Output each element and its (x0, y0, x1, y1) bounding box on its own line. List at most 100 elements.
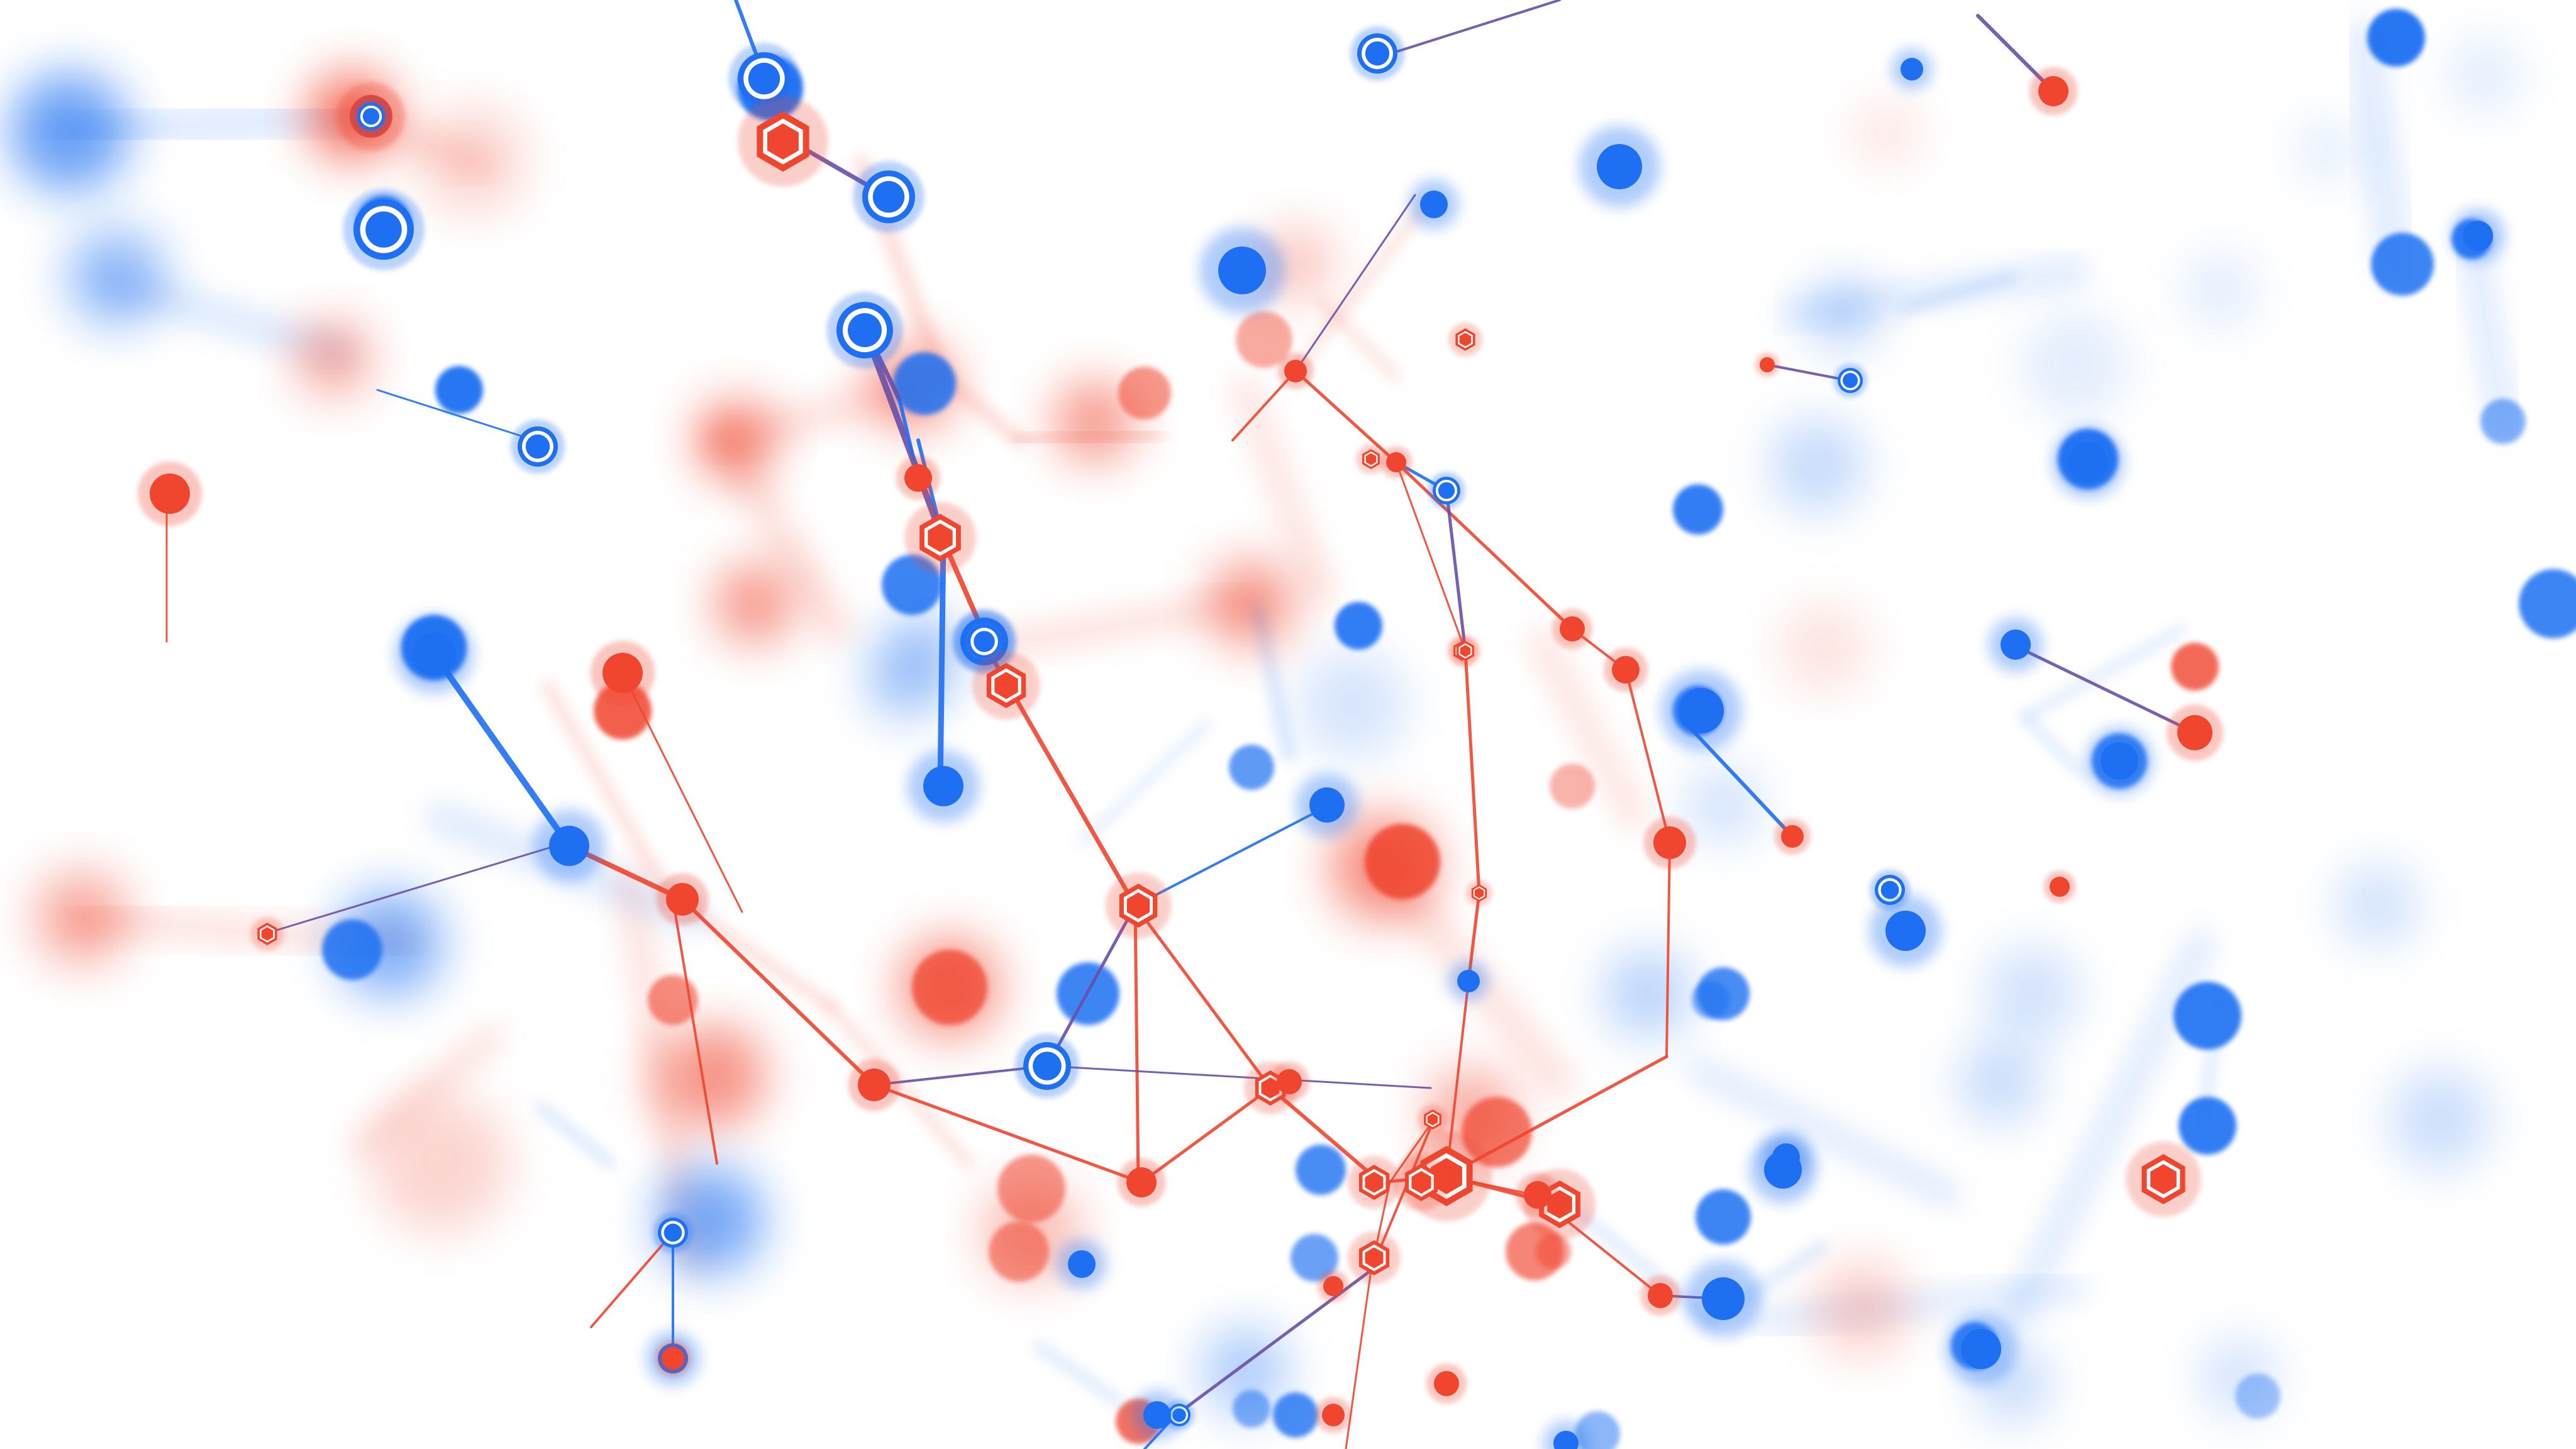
blurred-node (2390, 1069, 2490, 1170)
dot-core (1386, 452, 1406, 472)
red-hexagon-node (1448, 323, 1482, 357)
blurred-node (1808, 280, 1877, 349)
blurred-bond (1526, 627, 1650, 832)
midground-node (997, 1155, 1065, 1223)
red-dot-node (1315, 1397, 1352, 1433)
midground-node (1291, 1234, 1338, 1282)
red-dot-node (590, 640, 655, 706)
dot-core (662, 1347, 684, 1370)
blue-dot-node (1543, 1421, 1589, 1449)
dot-core (1760, 357, 1775, 372)
midground-node (1692, 981, 1729, 1019)
red-dot-node (1755, 352, 1780, 377)
red-dot-node (2167, 704, 2223, 761)
blurred-node (9, 72, 129, 192)
soft-bond (2021, 625, 2186, 721)
dot-core (1648, 1283, 1673, 1308)
dot-core (2177, 715, 2212, 750)
blurred-node (418, 107, 525, 214)
midground-node (1335, 602, 1382, 650)
midground-node (1118, 367, 1171, 419)
blurred-node (1208, 560, 1296, 648)
dot-core (1068, 1250, 1096, 1278)
hexagon-inner-ring (763, 118, 803, 165)
midground-node (912, 950, 987, 1025)
midground-node (1233, 1390, 1270, 1428)
red-dot-node (2029, 67, 2078, 116)
hexagon-inner-ring (1473, 886, 1485, 900)
midground-node (1550, 763, 1595, 809)
soft-bond (936, 370, 1026, 447)
blurred-node (35, 871, 129, 965)
red-dot-node (1277, 353, 1314, 389)
blue-dot-node (1132, 1390, 1182, 1440)
dot-core (1885, 911, 1926, 951)
dot-core (1309, 787, 1345, 823)
blurred-node (1984, 947, 2079, 1041)
hexagon-inner-ring (1458, 643, 1472, 659)
soft-bond (1033, 1341, 1124, 1407)
red-hexagon-node (2126, 1141, 2201, 1217)
dot-core (1457, 970, 1480, 992)
blurred-node (2446, 38, 2522, 113)
ring-core (1880, 880, 1899, 899)
bond-edge (590, 1231, 674, 1328)
blue-dot-node (1199, 227, 1285, 314)
red-dot-node (1552, 609, 1592, 649)
bond-edge (1046, 1065, 1432, 1089)
midground-node (322, 919, 382, 980)
soft-bond (1079, 720, 1211, 846)
bond-edge (1624, 669, 1671, 844)
soft-bond (1901, 272, 2017, 313)
dot-core (1597, 144, 1642, 189)
midground-node (989, 1221, 1049, 1282)
dot-core (549, 826, 589, 866)
red-dot-node (655, 1340, 691, 1377)
bond-edge (872, 1083, 1143, 1184)
dot-core (1901, 58, 1923, 80)
hexagon-inner-ring (1123, 889, 1153, 923)
blue-dot-node (1684, 1260, 1762, 1338)
midground-node (1365, 824, 1440, 899)
red-dot-node (896, 455, 941, 501)
ring-core (848, 313, 882, 347)
red-hexagon-node (1348, 1156, 1401, 1209)
blurred-node (1959, 1041, 2041, 1123)
blue-dot-node (1409, 179, 1459, 230)
blue-dot-node (1579, 126, 1660, 208)
midground-node (648, 975, 698, 1025)
bond-edge (1445, 489, 1467, 653)
blue-dot-node (1295, 773, 1359, 837)
midground-node (1673, 484, 1723, 535)
blurred-node (66, 226, 167, 327)
red-hexagon-node (1418, 1104, 1448, 1135)
blurred-node (714, 563, 796, 645)
dot-core (1277, 1069, 1302, 1094)
bond-edge (621, 672, 743, 913)
bond-edge (2011, 643, 2197, 735)
dot-core (1524, 1181, 1552, 1209)
blurred-node (2022, 311, 2129, 418)
dot-core (2050, 877, 2070, 897)
dot-core (1560, 616, 1585, 641)
red-hexagon-node (738, 96, 828, 187)
red-dot-node (1269, 1062, 1309, 1102)
blurred-node (1770, 418, 1865, 513)
midground-node (1296, 1145, 1346, 1195)
dot-core (1420, 191, 1448, 218)
midground-node (893, 352, 956, 415)
soft-bond (536, 1102, 615, 1169)
ring-core (525, 434, 550, 459)
soft-bond (2021, 713, 2085, 777)
ring-core (748, 62, 780, 95)
red-dot-node (2043, 870, 2076, 903)
blurred-bond (1231, 375, 1335, 606)
blurred-node (371, 1094, 509, 1233)
midground-node (435, 366, 483, 414)
midground-node (2519, 569, 2576, 638)
hexagon-inner-ring (991, 668, 1021, 703)
blue-ring-node (826, 292, 903, 369)
dot-core (666, 883, 699, 916)
blurred-node (887, 610, 962, 686)
blue-ring-node (728, 43, 800, 114)
